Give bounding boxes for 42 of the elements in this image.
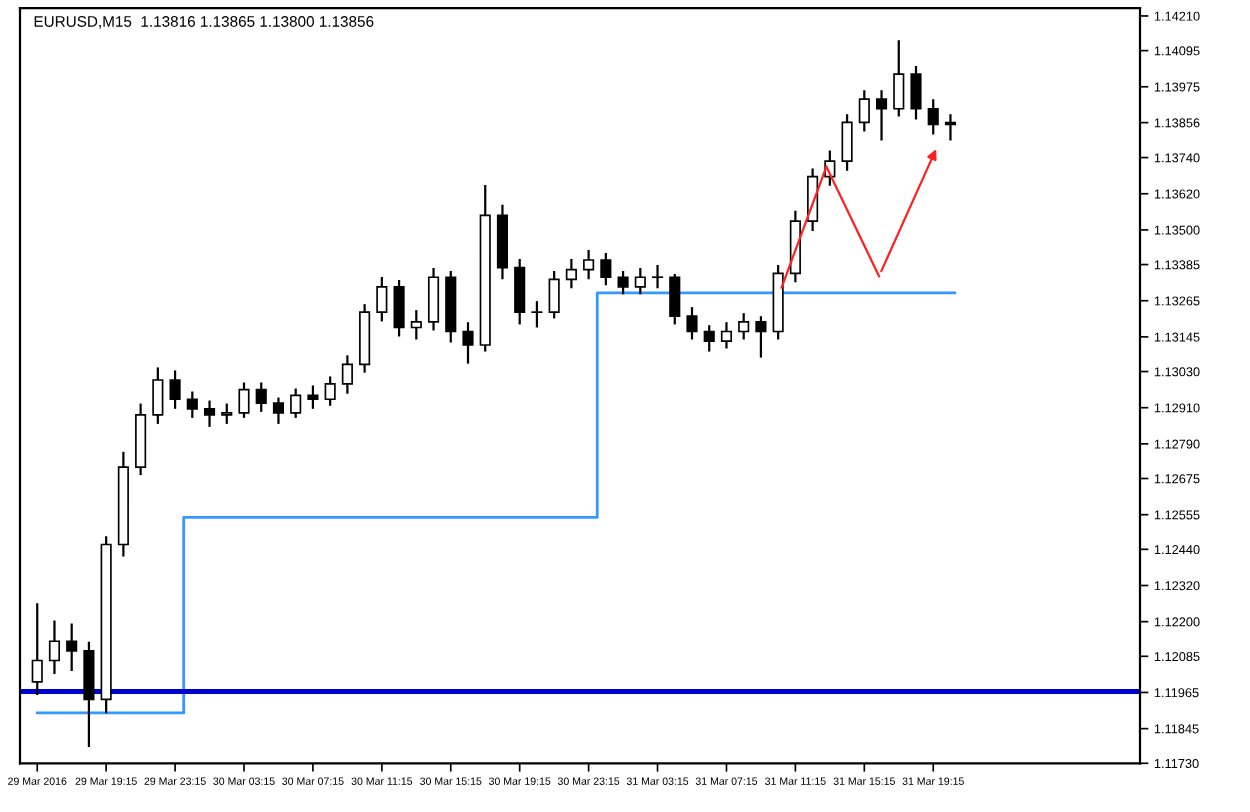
candlestick [720, 322, 733, 349]
candlestick [583, 249, 595, 280]
candlestick [910, 66, 922, 120]
candlestick [858, 90, 870, 132]
candlestick [290, 388, 302, 418]
candlestick [203, 400, 216, 427]
candlestick [31, 603, 43, 696]
candlestick [376, 277, 388, 322]
candlestick [186, 391, 198, 418]
candlestick [703, 325, 715, 352]
candlestick [565, 258, 577, 289]
candlestick [238, 382, 250, 418]
candlestick [48, 620, 61, 674]
candlestick [393, 280, 405, 337]
candlestick [548, 270, 560, 319]
candlestick [600, 252, 612, 286]
candlestick [410, 310, 422, 340]
candlestick [651, 264, 664, 289]
candlestick [427, 267, 440, 331]
candlestick [66, 623, 78, 671]
candlestick [634, 267, 646, 295]
candlestick [686, 307, 698, 340]
candlestick [255, 382, 267, 412]
candlestick [514, 258, 526, 325]
candlestick [169, 370, 181, 409]
candlestick [755, 316, 767, 358]
candlestick [669, 274, 681, 325]
candlestick [617, 270, 629, 295]
candlestick [221, 403, 233, 424]
candlestick [944, 114, 957, 141]
candlestick [272, 397, 285, 424]
candlestick [927, 99, 939, 135]
candlestick [307, 385, 319, 409]
candlestick [893, 40, 905, 117]
candlestick [462, 322, 474, 364]
candlestick [324, 376, 336, 406]
candlestick [531, 301, 543, 328]
candlestick [875, 90, 888, 141]
candlestick [738, 313, 750, 340]
candlestick [152, 367, 164, 424]
candlestick [841, 114, 853, 171]
candlestick [341, 355, 353, 394]
